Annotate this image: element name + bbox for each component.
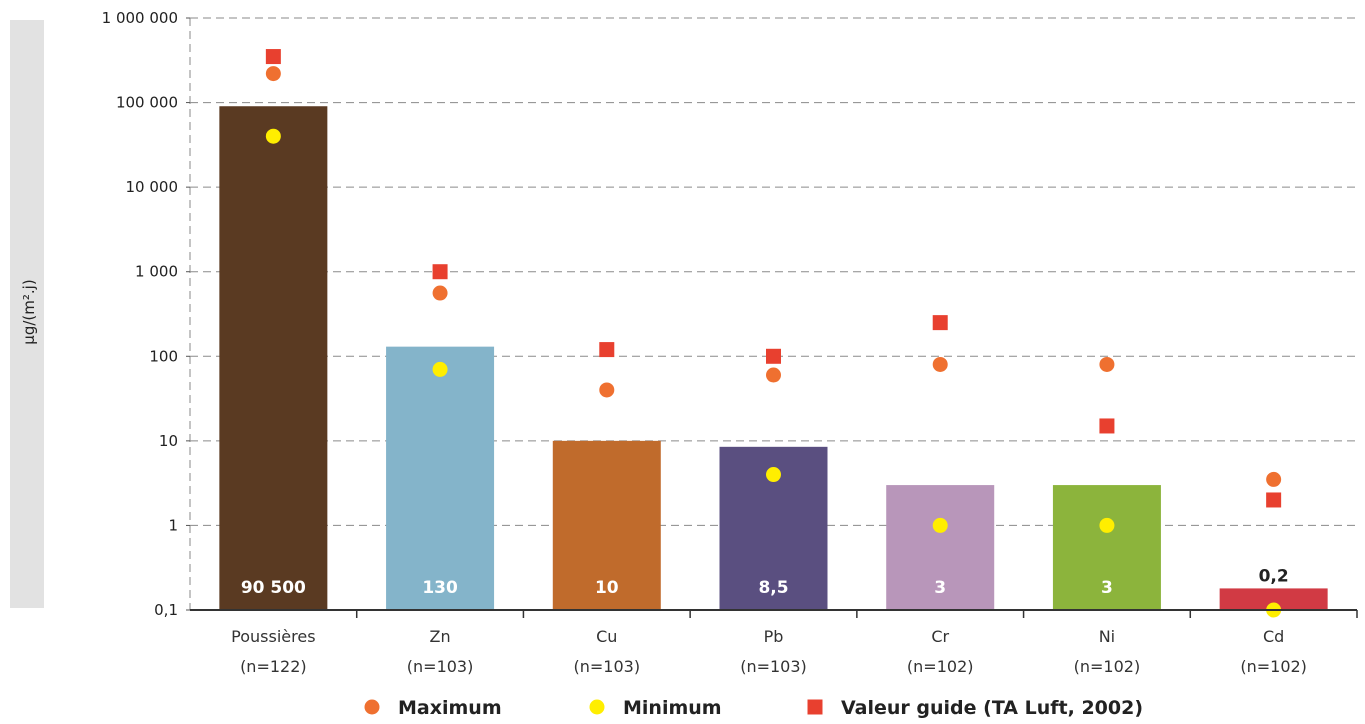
marker-maximum [599, 382, 615, 398]
marker-valeur [766, 348, 781, 364]
bar-value-label: 3 [1101, 578, 1113, 598]
x-category-label: Cr [931, 627, 949, 646]
legend: Maximum Minimum Valeur guide (TA Luft, 200… [364, 697, 1143, 719]
bar-value-label: 10 [595, 578, 619, 598]
x-category-label: Pb [764, 627, 784, 646]
marker-maximum [265, 66, 281, 82]
y-tick-label: 100 000 [116, 94, 178, 112]
marker-maximum [766, 367, 781, 383]
legend-swatch-valeur-guide [807, 699, 823, 715]
x-category-count: (n=122) [240, 657, 307, 676]
x-category-count: (n=103) [740, 657, 807, 676]
marker-minimum [432, 361, 448, 377]
x-axis-ticks: Poussières (n=122) Zn (n=103) Cu (n=103) Pb (n=… [231, 610, 1358, 676]
legend-label: Valeur guide (TA Luft, 2002) [841, 697, 1143, 719]
y-axis-ticks: 0,1 1 10 100 1 000 10 000 100 000 1 000 000 [102, 9, 190, 619]
bar-zn [386, 346, 495, 610]
bar-value-label: 0,2 [1259, 566, 1289, 586]
marker-maximum [432, 285, 448, 301]
y-tick-label: 1 000 000 [102, 9, 178, 27]
x-category-count: (n=102) [907, 657, 974, 676]
bar-ni [1052, 485, 1161, 610]
bar-value-label: 8,5 [758, 578, 788, 598]
legend-label: Minimum [623, 697, 722, 719]
legend-swatch-minimum [589, 699, 605, 715]
y-tick-label: 100 [149, 347, 178, 365]
bar-value-label: 90 500 [241, 578, 306, 598]
marker-valeur [599, 342, 615, 358]
legend-label: Maximum [398, 697, 502, 719]
y-tick-label: 0,1 [154, 601, 178, 619]
bar-cd [1219, 588, 1328, 610]
y-tick-label: 1 [168, 516, 178, 534]
bar-cr [886, 485, 995, 610]
x-category-count: (n=103) [573, 657, 640, 676]
marker-valeur [1266, 492, 1282, 508]
y-tick-label: 1 000 [135, 263, 178, 281]
marker-maximum [932, 356, 948, 372]
x-category-count: (n=102) [1074, 657, 1141, 676]
bar-poussières [219, 106, 328, 610]
marker-minimum [766, 467, 781, 483]
bar-value-label: 130 [422, 578, 458, 598]
y-axis-label: µg/(m².j) [20, 279, 38, 344]
x-category-label: Poussières [231, 627, 315, 646]
marker-valeur [932, 315, 948, 331]
x-category-count: (n=102) [1240, 657, 1307, 676]
gridlines [189, 17, 1357, 610]
legend-swatch-maximum [364, 699, 380, 715]
x-category-label: Cu [596, 627, 617, 646]
marker-valeur [432, 264, 448, 280]
marker-valeur [1099, 418, 1115, 434]
bars: 90 500 130 10 8,5 3 3 0,2 [219, 106, 1328, 610]
marker-maximum [1099, 356, 1115, 372]
y-tick-label: 10 [159, 432, 178, 450]
marker-minimum [1099, 517, 1115, 533]
ylabel-band [10, 20, 44, 608]
marker-minimum [932, 517, 948, 533]
marker-valeur [265, 49, 281, 65]
bar-value-label: 3 [934, 578, 946, 598]
bar-cu [552, 440, 661, 610]
y-tick-label: 10 000 [126, 178, 179, 196]
marker-minimum [265, 128, 281, 144]
marker-maximum [1266, 471, 1282, 487]
x-category-count: (n=103) [407, 657, 474, 676]
x-category-label: Cd [1263, 627, 1284, 646]
x-category-label: Zn [430, 627, 451, 646]
x-category-label: Ni [1099, 627, 1115, 646]
